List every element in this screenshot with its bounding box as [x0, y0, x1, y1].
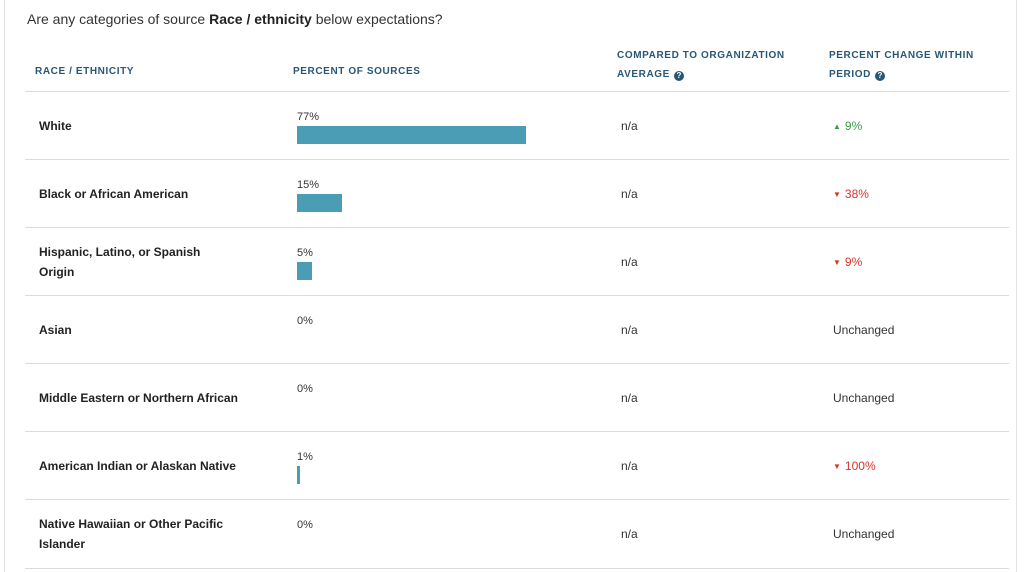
column-header: PERCENT CHANGE WITHIN PERIOD?	[829, 46, 989, 84]
table-row: Native Hawaiian or Other Pacific Islande…	[25, 499, 1009, 569]
compared-value: n/a	[621, 391, 638, 405]
change-arrow: ▼	[833, 461, 841, 471]
percent-change: ▲ 9%	[833, 92, 862, 160]
percent-bar	[297, 194, 342, 212]
percent-change: ▼ 9%	[833, 228, 862, 296]
change-arrow: ▲	[833, 121, 841, 131]
column-header: COMPARED TO ORGANIZATION AVERAGE?	[617, 46, 797, 84]
percent-change: Unchanged	[833, 296, 894, 364]
percent-bar	[297, 126, 526, 144]
change-text: Unchanged	[833, 323, 895, 337]
compared-value: n/a	[621, 323, 638, 337]
table-row: Hispanic, Latino, or Spanish Origin 5% n/a…	[25, 227, 1009, 296]
percent-change: Unchanged	[833, 500, 894, 568]
compared-value: n/a	[621, 527, 638, 541]
percent-change: Unchanged	[833, 364, 894, 432]
percent-label: 15%	[297, 179, 320, 191]
question-text: below expectations?	[311, 11, 443, 27]
percent-label: 77%	[297, 111, 320, 123]
percent-bar	[297, 466, 300, 484]
column-header: RACE / ETHNICITY	[35, 66, 135, 77]
table-row: Middle Eastern or Northern African 0% n/a U…	[25, 363, 1009, 432]
column-header: PERCENT OF SOURCES	[293, 66, 421, 77]
row-name: Hispanic, Latino, or Spanish Origin	[39, 245, 201, 279]
percent-bar	[297, 262, 312, 280]
percent-change: ▼ 100%	[833, 432, 876, 500]
compared-value: n/a	[621, 459, 638, 473]
help-icon[interactable]: ?	[673, 71, 684, 81]
percent-label: 5%	[297, 247, 313, 259]
percent-label: 1%	[297, 451, 313, 463]
table-row: American Indian or Alaskan Native 1% n/a ▼ 1…	[25, 431, 1009, 500]
percent-label: 0%	[297, 519, 313, 531]
question-bold: Race / ethnicity	[209, 11, 312, 27]
row-name: Native Hawaiian or Other Pacific Islande…	[39, 517, 224, 551]
change-text: Unchanged	[833, 527, 895, 541]
change-text: 100%	[844, 459, 876, 473]
percent-change: ▼ 38%	[833, 160, 869, 228]
compared-value: n/a	[621, 255, 638, 269]
help-icon[interactable]: ?	[874, 71, 885, 81]
compared-value: n/a	[621, 187, 638, 201]
row-name: Middle Eastern or Northern African	[39, 391, 238, 405]
change-arrow: ▼	[833, 257, 841, 267]
percent-label: 0%	[297, 315, 313, 327]
change-text: 38%	[844, 187, 869, 201]
change-text: Unchanged	[833, 391, 895, 405]
question-text: Are any categories of source	[27, 11, 210, 27]
change-arrow: ▼	[833, 189, 841, 199]
change-text: 9%	[844, 255, 863, 269]
change-text: 9%	[844, 119, 863, 133]
table-row: Black or African American 15% n/a ▼ 38%	[25, 159, 1009, 228]
table-row: Asian 0% n/a Unchanged	[25, 295, 1009, 364]
row-name: American Indian or Alaskan Native	[39, 459, 236, 473]
row-name: Asian	[39, 323, 72, 337]
panel: Are any categories of source Race / ethn…	[4, 0, 1017, 572]
header-text: PERCENT CHANGE WITHIN PERIOD	[829, 50, 974, 80]
question: Are any categories of source Race / ethn…	[27, 11, 443, 27]
table-row: White 77% n/a ▲ 9%	[25, 91, 1009, 160]
percent-label: 0%	[297, 383, 313, 395]
row-name: Black or African American	[39, 187, 189, 201]
row-name: White	[39, 119, 72, 133]
header-text: COMPARED TO ORGANIZATION AVERAGE	[617, 50, 785, 80]
compared-value: n/a	[621, 119, 638, 133]
